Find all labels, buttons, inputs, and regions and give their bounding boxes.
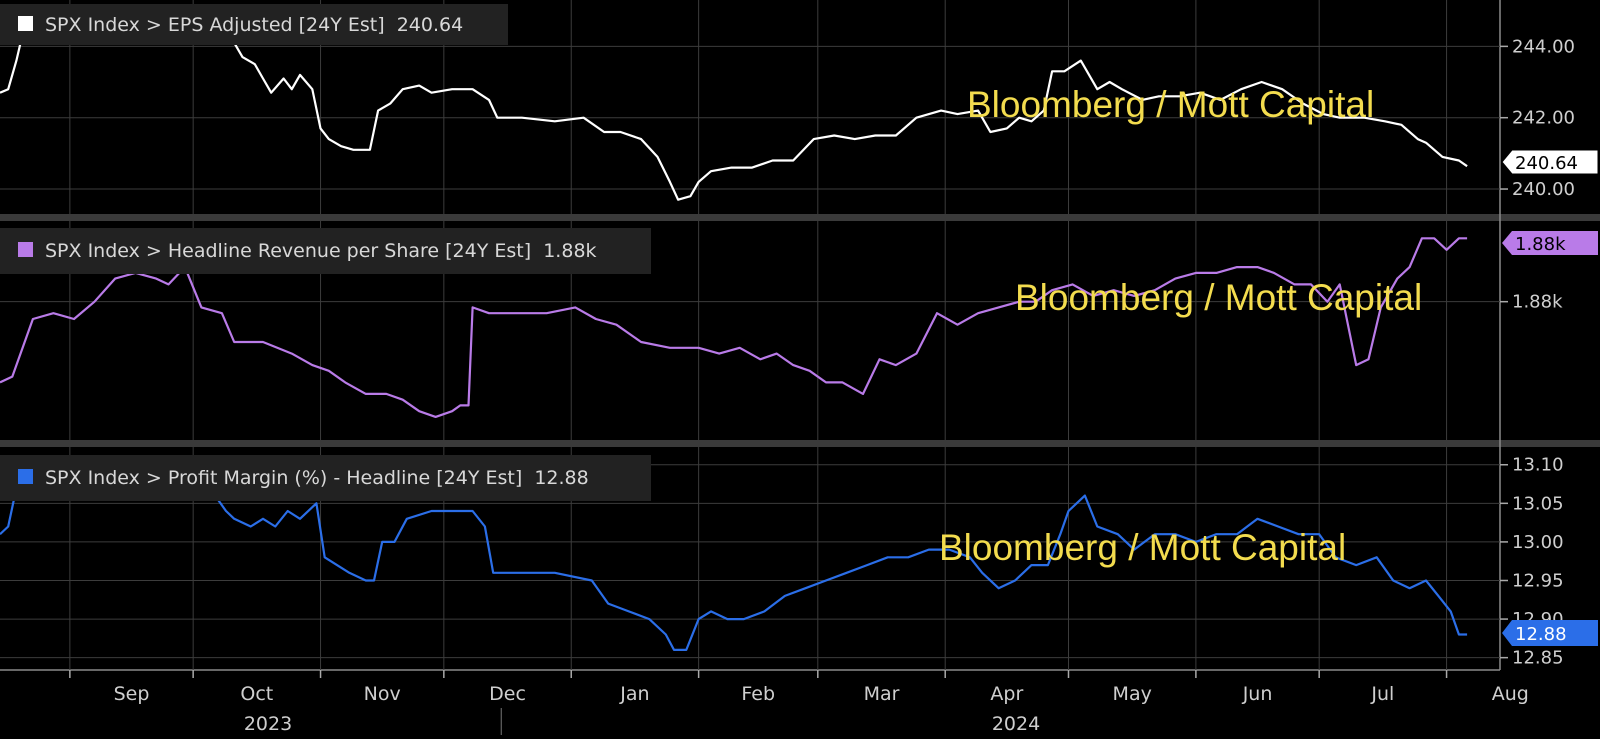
x-tick-label: May	[1113, 683, 1152, 705]
legend-label: SPX Index > Headline Revenue per Share […	[45, 240, 597, 262]
x-tick-label: Aug	[1492, 683, 1529, 705]
y-tick-label: 13.00	[1512, 532, 1564, 553]
y-tick-label: 1.88k	[1512, 292, 1563, 313]
x-axis: Sep Oct Nov Dec Jan Feb Mar Apr May Jun Jul Aug 2023…	[69, 670, 1529, 735]
y-axis: 244.00 242.00 240.00 1.88k 13.10 13.05 13.00 12…	[1500, 36, 1575, 669]
legend-swatch	[18, 242, 33, 257]
x-tick-label: Nov	[364, 683, 401, 705]
last-value-tag-eps: 240.64	[1501, 149, 1599, 175]
y-tick-label: 13.05	[1512, 493, 1564, 514]
value-tag-shape	[1501, 149, 1599, 175]
legend-panel-3: SPX Index > Profit Margin (%) - Headline…	[0, 455, 651, 501]
legend-label: SPX Index > EPS Adjusted [24Y Est] 240.6…	[45, 14, 463, 36]
last-value-tag-margin: 12.88	[1502, 620, 1598, 646]
legend-swatch	[18, 16, 33, 31]
y-tick-label: 244.00	[1512, 36, 1575, 57]
x-tick-label: Sep	[114, 683, 150, 705]
value-tag-label: 1.88k	[1515, 234, 1566, 255]
x-tick-label: Oct	[240, 683, 273, 705]
y-tick-label: 240.00	[1512, 179, 1575, 200]
x-tick-label: Feb	[741, 683, 775, 705]
watermark: Bloomberg / Mott Capital	[967, 84, 1374, 125]
last-value-tag-revenue: 1.88k	[1502, 231, 1598, 255]
year-label: 2023	[244, 713, 292, 735]
legend-background	[0, 455, 651, 501]
y-tick-label: 12.95	[1512, 570, 1564, 591]
y-tick-label: 242.00	[1512, 108, 1575, 129]
x-tick-label: Mar	[864, 683, 900, 705]
x-tick-label: Apr	[990, 683, 1023, 705]
value-tag-label: 240.64	[1515, 153, 1578, 174]
series-line	[0, 13, 1468, 201]
value-tag-label: 12.88	[1515, 624, 1567, 645]
legend-swatch	[18, 469, 33, 484]
y-tick-label: 13.10	[1512, 455, 1564, 476]
panel-divider	[0, 440, 1600, 447]
legend-background	[0, 228, 651, 274]
legend-panel-2: SPX Index > Headline Revenue per Share […	[0, 228, 651, 274]
watermark: Bloomberg / Mott Capital	[1015, 277, 1422, 318]
x-tick-label: Jan	[619, 683, 649, 705]
x-tick-label: Jun	[1242, 683, 1273, 705]
series-line	[0, 237, 1468, 418]
y-tick-label: 12.85	[1512, 648, 1564, 669]
series-line	[0, 471, 1468, 651]
legend-label: SPX Index > Profit Margin (%) - Headline…	[45, 467, 589, 489]
panel-divider	[0, 214, 1600, 221]
x-tick-label: Dec	[489, 683, 526, 705]
value-tag-shape	[1502, 620, 1598, 646]
legend-panel-1: SPX Index > EPS Adjusted [24Y Est] 240.6…	[0, 4, 508, 45]
x-tick-label: Jul	[1370, 683, 1394, 705]
series-lines	[0, 13, 1468, 651]
year-label: 2024	[992, 713, 1040, 735]
watermark: Bloomberg / Mott Capital	[939, 527, 1346, 568]
legend-background	[0, 4, 508, 45]
value-tag-shape	[1502, 231, 1598, 255]
